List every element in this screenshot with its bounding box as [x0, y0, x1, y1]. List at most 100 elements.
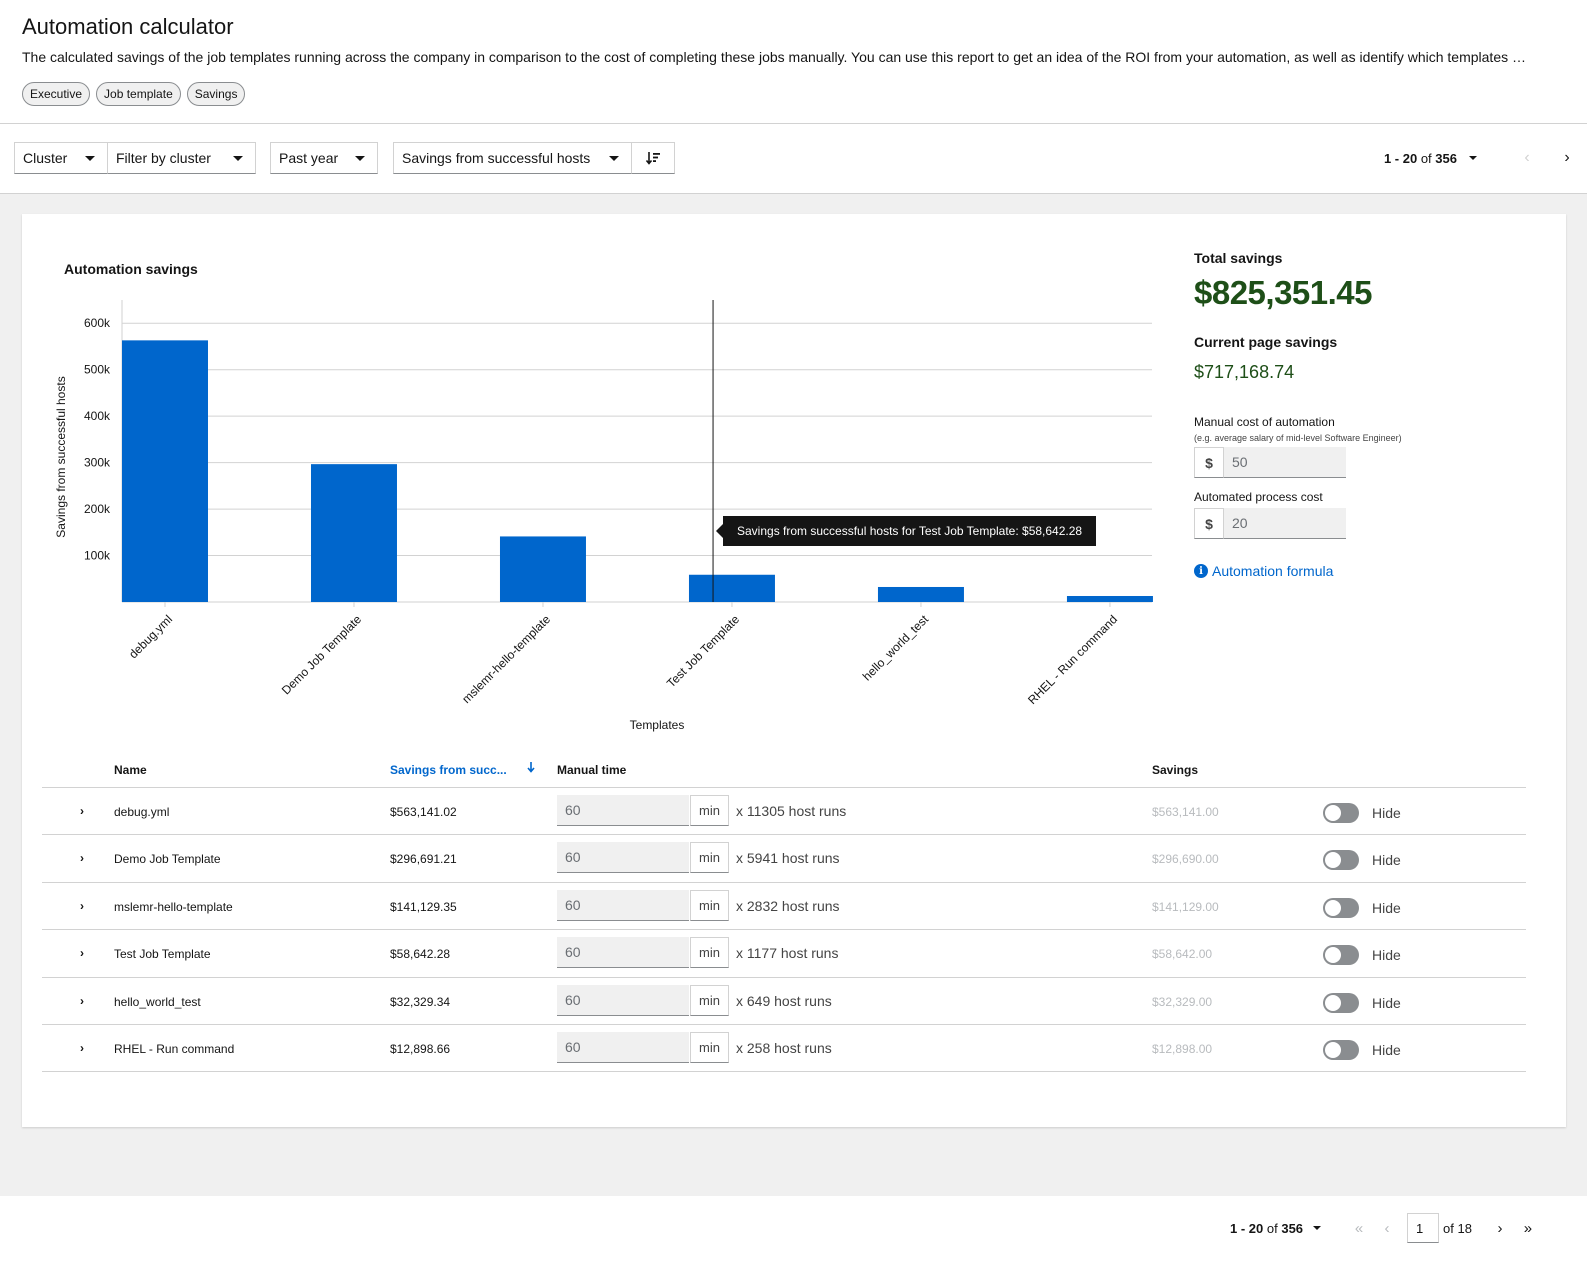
manual-cost-hint: (e.g. average salary of mid-level Softwa…	[1194, 433, 1402, 443]
host-runs-label: x 258 host runs	[736, 1039, 832, 1056]
computed-savings: $296,690.00	[1152, 852, 1219, 867]
computed-savings: $12,898.00	[1152, 1041, 1213, 1056]
manual-time-input[interactable]: 60	[557, 842, 689, 874]
hide-toggle-switch[interactable]	[1323, 992, 1359, 1013]
manual-cost-input[interactable]: 50	[1224, 447, 1346, 478]
manual-cost-label: Manual cost of automation	[1194, 415, 1335, 429]
info-circle-icon: i	[1194, 564, 1208, 578]
bar-rhel-run-command	[1066, 596, 1153, 602]
manual-time-input[interactable]: 60	[557, 1031, 689, 1063]
table-row: › Test Job Template $58,642.28 60 min x 1177 …	[42, 930, 1526, 978]
cluster-attribute-select[interactable]: Cluster	[14, 142, 108, 174]
manual-time-input[interactable]: 60	[557, 795, 689, 826]
host-runs-label: x 649 host runs	[736, 992, 832, 1009]
page-title: Automation calculator	[22, 14, 234, 39]
y-axis-title: Savings from successful hosts	[54, 376, 68, 537]
bar-test-job-template	[688, 574, 775, 602]
tag-savings[interactable]: Savings	[186, 82, 246, 106]
page-footer: 1 - 20 of 356 « ‹ 1 of 18 › »	[0, 1196, 1587, 1265]
caret-down-icon	[609, 156, 619, 161]
expand-row-chevron-icon[interactable]: ›	[80, 1040, 84, 1055]
computed-savings: $32,329.00	[1152, 994, 1213, 1009]
expand-row-chevron-icon[interactable]: ›	[80, 946, 84, 961]
page-savings-label: Current page savings	[1194, 334, 1338, 350]
x-tick-label: mslemr-hello-template	[459, 612, 553, 706]
automated-cost-input[interactable]: 20	[1224, 508, 1346, 539]
previous-page-button[interactable]: ‹	[1524, 149, 1530, 166]
column-header-manual-time: Manual time	[557, 763, 627, 777]
host-runs-label: x 2832 host runs	[736, 897, 840, 914]
host-runs-label: x 1177 host runs	[736, 945, 839, 962]
host-runs-label: x 5941 host runs	[736, 850, 840, 867]
page-savings-value: $717,168.74	[1194, 362, 1295, 382]
next-page-button[interactable]: ›	[1564, 149, 1570, 166]
bar-hello-world-test	[877, 586, 964, 602]
expand-row-chevron-icon[interactable]: ›	[80, 804, 84, 818]
hide-label: Hide	[1372, 899, 1401, 916]
manual-cost-input-group: $ 50	[1194, 447, 1534, 478]
manual-time-input[interactable]: 60	[557, 889, 689, 921]
template-savings: $32,329.34	[390, 994, 451, 1009]
expand-row-chevron-icon[interactable]: ›	[80, 898, 84, 913]
x-tick-label: Demo Job Template	[279, 612, 364, 697]
next-page-button[interactable]: ›	[1497, 1219, 1503, 1237]
tag-job-template[interactable]: Job template	[96, 82, 181, 106]
previous-page-button[interactable]: ‹	[1384, 1219, 1390, 1237]
bottom-pagination: 1 - 20 of 356 « ‹ 1 of 18 › »	[1230, 1212, 1542, 1244]
time-unit-label: min	[690, 795, 729, 826]
hide-toggle-switch[interactable]	[1323, 850, 1359, 871]
host-runs-label: x 11305 host runs	[736, 803, 847, 819]
sort-order-button[interactable]	[631, 142, 675, 174]
savings-bar-chart: 100k 200k 300k 400k 500k 600k debug.yml Demo Jo…	[54, 300, 1153, 732]
table-header: Name Savings from succ... Manual time Sa…	[42, 750, 1526, 788]
top-pagination: 1 - 20 of 356 ‹ ›	[1384, 142, 1587, 174]
x-tick-label: Test Job Template	[664, 612, 742, 690]
y-tick-label: 200k	[84, 502, 111, 516]
pagination-toggle[interactable]: 1 - 20 of 356	[1383, 150, 1457, 166]
automation-formula-link[interactable]: i Automation formula	[1194, 563, 1534, 579]
template-name: mslemr-hello-template	[114, 899, 233, 914]
caret-down-icon	[233, 156, 243, 161]
first-page-button[interactable]: «	[1354, 1219, 1364, 1237]
template-name: debug.yml	[114, 805, 170, 819]
table-row: › debug.yml $563,141.02 60 min x 11305 host r…	[42, 788, 1526, 836]
current-page-input[interactable]: 1	[1407, 1213, 1440, 1243]
manual-time-input[interactable]: 60	[557, 937, 689, 969]
y-tick-label: 600k	[84, 316, 111, 330]
sort-by-select[interactable]: Savings from successful hosts	[393, 142, 632, 174]
hide-toggle-switch[interactable]	[1323, 1039, 1359, 1060]
x-tick-label: RHEL - Run command	[1025, 612, 1120, 707]
caret-down-icon	[1313, 1226, 1322, 1230]
hide-toggle-switch[interactable]	[1323, 897, 1359, 918]
tag-executive[interactable]: Executive	[22, 82, 91, 106]
table-row: › hello_world_test $32,329.34 60 min x 649 ho…	[42, 978, 1526, 1025]
chart-tooltip: Savings from successful hosts for Test J…	[715, 516, 1097, 546]
cluster-filter-select[interactable]: Filter by cluster	[107, 142, 256, 174]
template-savings: $58,642.28	[390, 947, 451, 962]
hide-label: Hide	[1372, 852, 1401, 869]
date-range-select[interactable]: Past year	[270, 142, 378, 174]
template-savings: $563,141.02	[390, 805, 457, 819]
tag-group: Executive Job template Savings	[22, 82, 246, 106]
column-header-savings-sorted[interactable]: Savings from succ...	[390, 763, 507, 777]
computed-savings: $58,642.00	[1152, 947, 1213, 962]
total-pages-label: of 18	[1443, 1220, 1472, 1236]
x-tick-label: debug.yml	[126, 612, 175, 661]
pagination-toggle[interactable]: 1 - 20 of 356	[1230, 1220, 1304, 1236]
caret-down-icon	[1469, 156, 1477, 160]
hide-toggle-switch[interactable]	[1323, 803, 1359, 823]
expand-row-chevron-icon[interactable]: ›	[80, 851, 84, 866]
hide-label: Hide	[1372, 1041, 1401, 1058]
expand-row-chevron-icon[interactable]: ›	[80, 993, 84, 1008]
cluster-attribute-label: Cluster	[23, 150, 68, 166]
manual-time-input[interactable]: 60	[557, 984, 689, 1016]
last-page-button[interactable]: »	[1523, 1219, 1533, 1237]
time-unit-label: min	[690, 842, 729, 874]
hide-toggle-switch[interactable]	[1323, 945, 1359, 966]
filter-toolbar: Cluster Filter by cluster Past year Savi…	[0, 124, 1587, 194]
time-unit-label: min	[690, 1031, 729, 1063]
hide-label: Hide	[1372, 994, 1401, 1011]
column-header-name[interactable]: Name	[114, 763, 147, 777]
bar-mslemr-hello-template	[499, 536, 586, 602]
sort-arrow-down-icon[interactable]	[526, 761, 536, 776]
